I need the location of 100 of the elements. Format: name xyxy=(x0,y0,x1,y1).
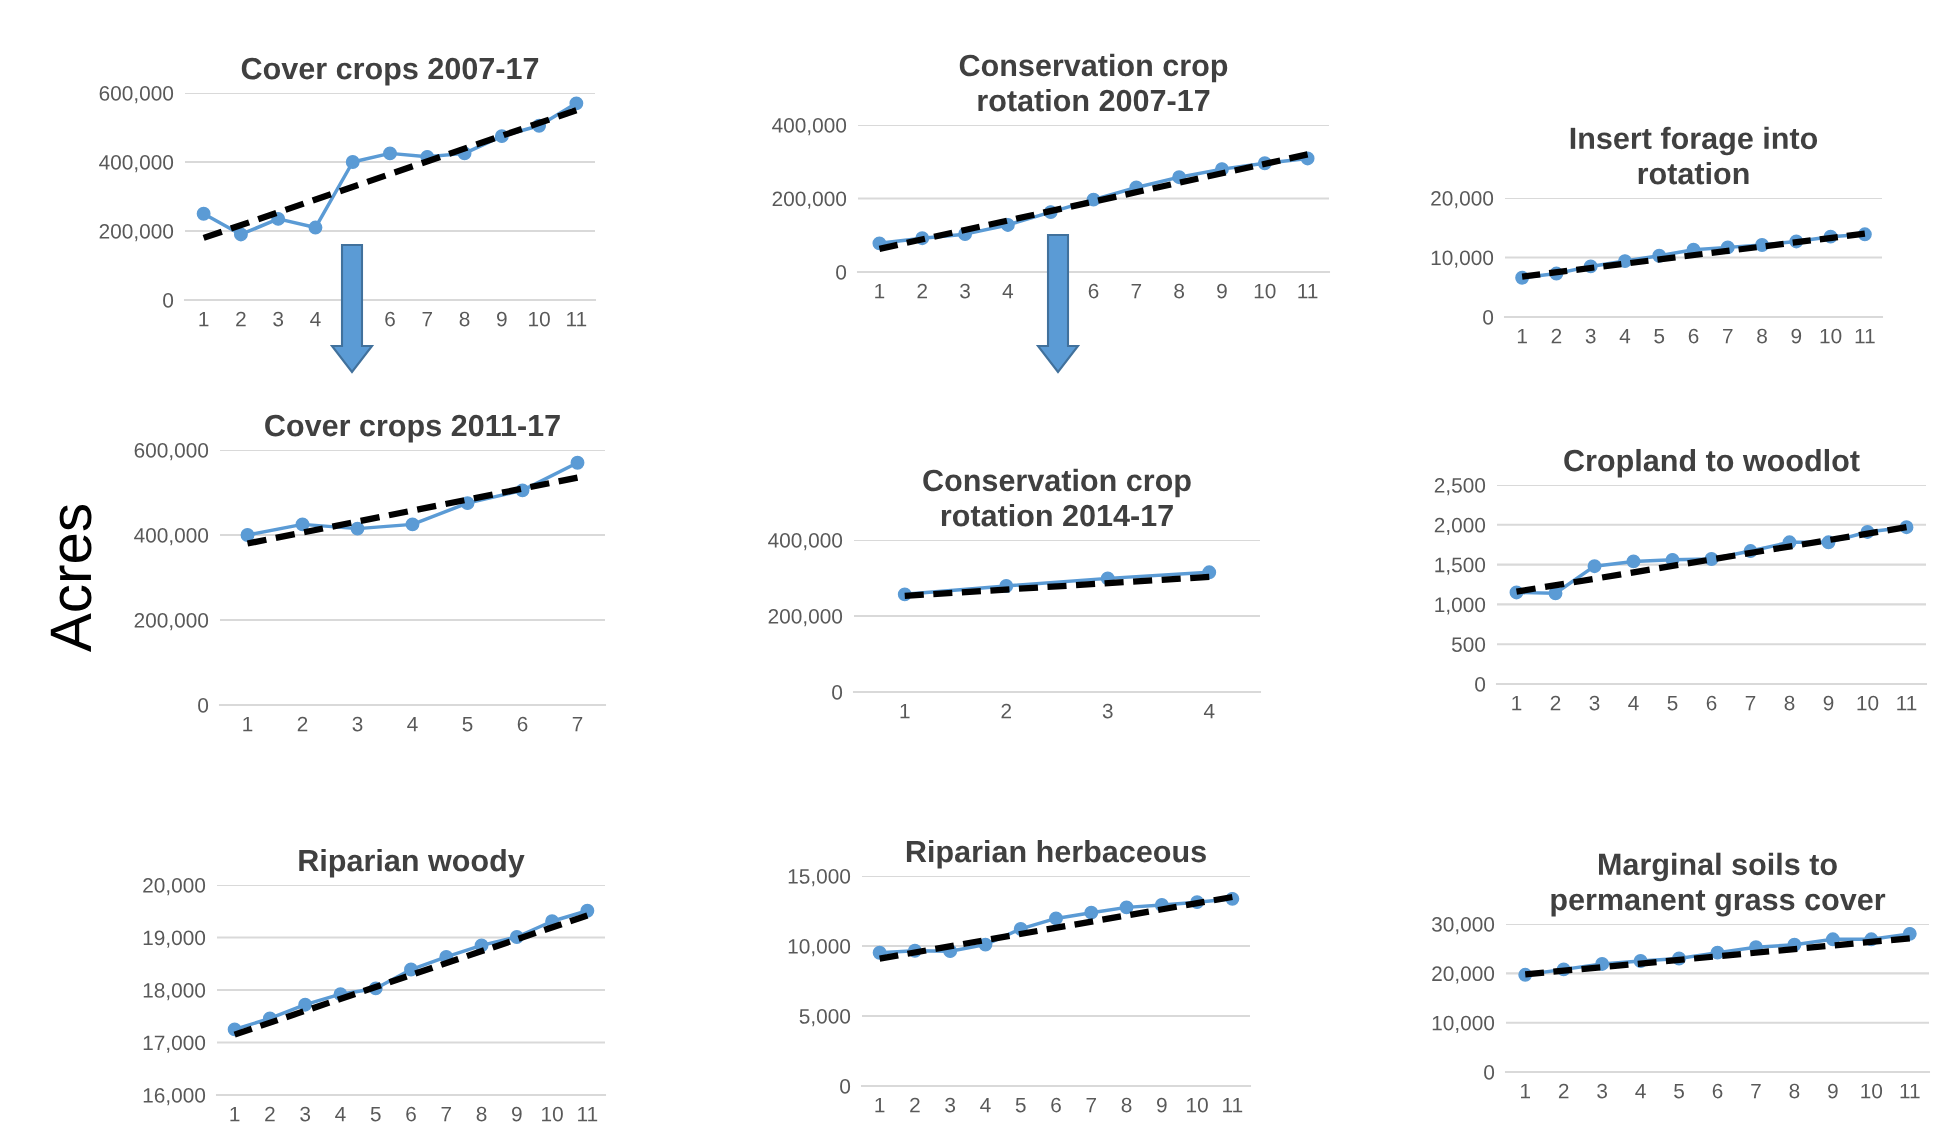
x-tick-label: 7 xyxy=(1745,695,1756,711)
x-tick-label: 4 xyxy=(1635,1083,1646,1099)
y-tick-label: 600,000 xyxy=(134,443,209,461)
point xyxy=(1049,911,1063,926)
x-tick-label: 4 xyxy=(1628,695,1639,711)
x-tick-label: 2 xyxy=(265,1106,275,1122)
chart-title: Marginal soils to permanent grass cover xyxy=(1551,852,1886,917)
x-tick-label: 7 xyxy=(1086,1097,1097,1113)
y-tick-label: 18,000 xyxy=(143,983,206,1001)
x-tick-label: 8 xyxy=(1789,1083,1800,1099)
point xyxy=(308,220,323,235)
x-tick-label: 9 xyxy=(512,1106,522,1122)
y-tick-label: 0 xyxy=(198,698,209,713)
x-tick-label: 9 xyxy=(1791,328,1802,344)
x-tick-label: 4 xyxy=(1203,703,1215,719)
point xyxy=(569,96,584,111)
y-tick-label: 200,000 xyxy=(134,613,209,631)
x-tick-label: 2 xyxy=(917,283,927,299)
x-tick-label: 5 xyxy=(462,716,473,732)
point xyxy=(383,146,397,161)
x-tick-label: 3 xyxy=(352,716,363,732)
x-tick-label: 4 xyxy=(980,1097,991,1113)
x-tick-label: 1 xyxy=(875,283,885,299)
x-tick-label: 2 xyxy=(1001,703,1011,719)
y-tick-label: 20,000 xyxy=(1432,966,1495,984)
y-tick-label: 30,000 xyxy=(1431,917,1495,935)
x-tick-label: 2 xyxy=(1551,328,1562,344)
x-tick-label: 4 xyxy=(310,311,321,327)
y-tick-label: 10,000 xyxy=(1432,1015,1495,1033)
chart-title: Cover crops 2011-17 xyxy=(265,414,560,443)
x-tick-label: 6 xyxy=(406,1106,416,1122)
x-tick-label: 3 xyxy=(1589,695,1600,711)
point xyxy=(1825,932,1840,947)
x-tick-label: 11 xyxy=(1223,1097,1243,1113)
x-tick-label: 3 xyxy=(1585,328,1596,344)
x-tick-label: 1 xyxy=(1521,1083,1530,1099)
chart-title: Conservation crop rotation 2014-17 xyxy=(923,468,1191,527)
y-tick-label: 16,000 xyxy=(143,1088,206,1106)
x-tick-label: 8 xyxy=(1121,1097,1132,1113)
y-tick-label: 400,000 xyxy=(134,528,209,546)
x-tick-label: 10 xyxy=(529,311,550,327)
x-tick-label: 1 xyxy=(875,1097,885,1113)
x-tick-label: 9 xyxy=(1823,695,1834,711)
x-tick-label: 7 xyxy=(1131,283,1142,299)
y-tick-label: 0 xyxy=(1475,677,1486,692)
x-tick-label: 6 xyxy=(1706,695,1717,711)
x-tick-label: 10 xyxy=(1254,283,1276,299)
x-tick-label: 10 xyxy=(1857,695,1879,711)
y-tick-label: 200,000 xyxy=(99,224,174,242)
x-tick-label: 8 xyxy=(476,1106,487,1122)
x-tick-label: 5 xyxy=(1674,1083,1684,1099)
x-tick-label: 1 xyxy=(1512,695,1522,711)
y-tick-label: 15,000 xyxy=(788,869,851,887)
x-tick-label: 7 xyxy=(1723,328,1733,344)
x-tick-label: 10 xyxy=(1861,1083,1883,1099)
x-tick-label: 11 xyxy=(1855,328,1875,344)
x-tick-label: 11 xyxy=(1897,695,1917,711)
x-tick-label: 3 xyxy=(1102,703,1113,719)
chart-title: Cropland to woodlot xyxy=(1564,448,1860,478)
point xyxy=(345,155,360,169)
point xyxy=(295,517,310,532)
y-tick-label: 400,000 xyxy=(768,533,843,551)
y-tick-label: 400,000 xyxy=(772,118,847,136)
y-tick-label: 600,000 xyxy=(99,86,174,104)
x-tick-label: 6 xyxy=(1688,328,1699,344)
x-tick-label: 2 xyxy=(1558,1083,1569,1099)
x-tick-label: 11 xyxy=(1298,283,1318,299)
x-tick-label: 7 xyxy=(572,716,583,732)
x-tick-label: 11 xyxy=(1900,1083,1920,1099)
y-tick-label: 0 xyxy=(1483,310,1494,325)
y-tick-label: 0 xyxy=(836,265,847,280)
y-tick-label: 0 xyxy=(1484,1065,1495,1080)
point xyxy=(1119,900,1134,915)
x-tick-label: 10 xyxy=(1820,328,1842,344)
x-tick-label: 6 xyxy=(1712,1083,1723,1099)
x-tick-label: 8 xyxy=(1174,283,1185,299)
x-tick-label: 8 xyxy=(1784,695,1795,711)
y-axis-title: Acres xyxy=(50,505,92,652)
point xyxy=(350,521,365,536)
x-tick-label: 11 xyxy=(567,311,587,327)
x-tick-label: 6 xyxy=(385,311,395,327)
x-tick-label: 5 xyxy=(370,1106,381,1122)
y-tick-label: 1,000 xyxy=(1435,597,1486,615)
x-tick-label: 6 xyxy=(1088,283,1099,299)
x-tick-label: 6 xyxy=(1051,1097,1061,1113)
x-tick-label: 3 xyxy=(960,283,970,299)
x-tick-label: 4 xyxy=(1002,283,1014,299)
x-tick-label: 5 xyxy=(1015,1097,1026,1113)
x-tick-label: 9 xyxy=(1828,1083,1838,1099)
point xyxy=(404,962,418,977)
y-tick-label: 0 xyxy=(163,293,174,308)
y-tick-label: 20,000 xyxy=(1431,191,1494,209)
y-tick-label: 20,000 xyxy=(143,878,206,896)
y-tick-label: 5,000 xyxy=(799,1009,851,1027)
x-tick-label: 2 xyxy=(236,311,246,327)
chart-title: Insert forage into rotation xyxy=(1570,126,1818,185)
x-tick-label: 4 xyxy=(1619,328,1631,344)
y-tick-label: 17,000 xyxy=(143,1035,206,1053)
y-tick-label: 2,000 xyxy=(1434,517,1486,536)
point xyxy=(233,227,248,242)
